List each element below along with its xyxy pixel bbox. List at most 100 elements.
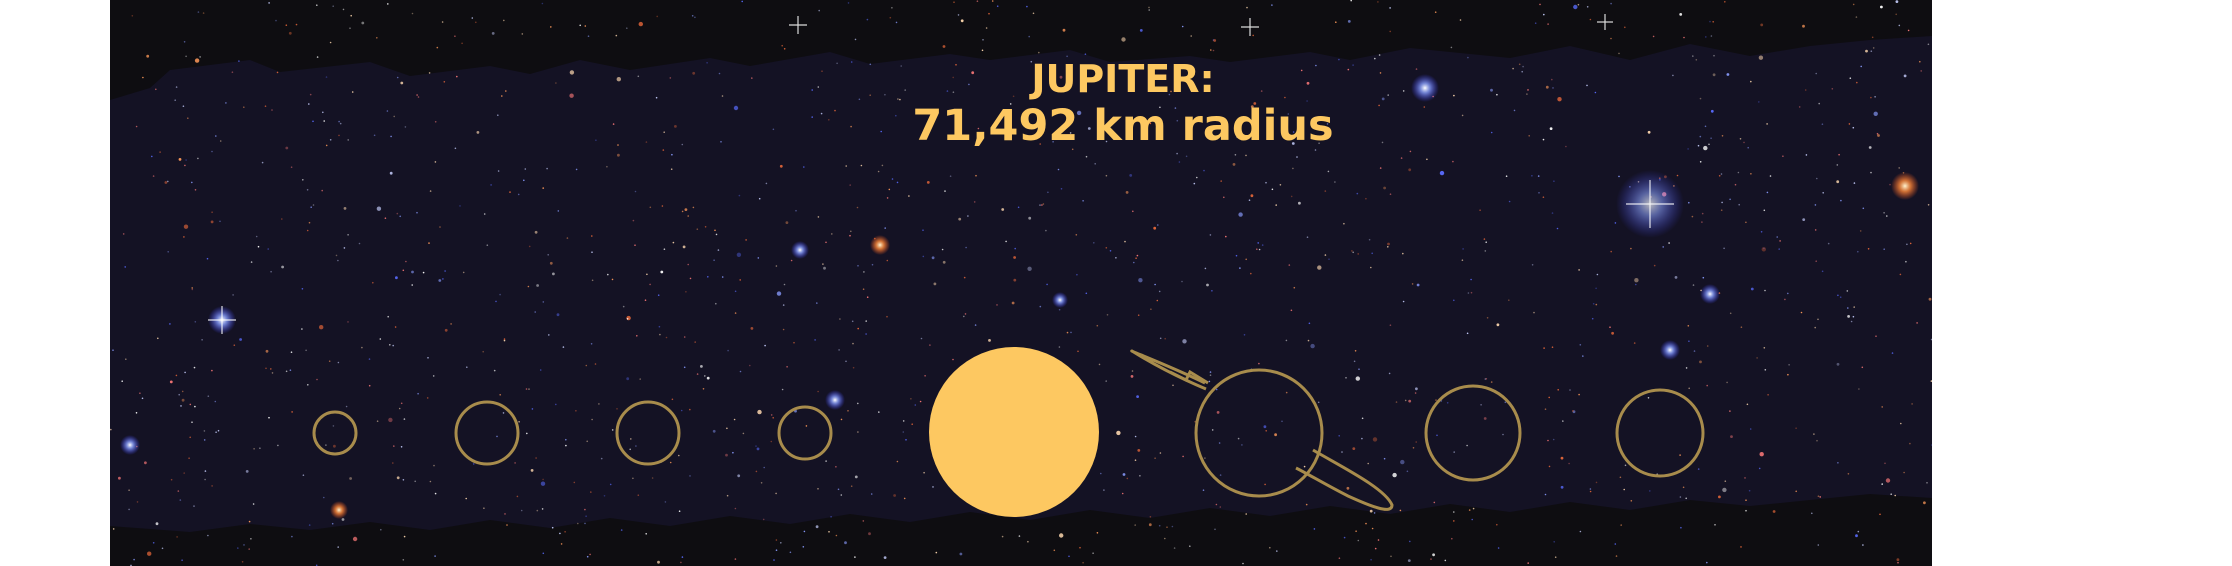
star: [632, 219, 635, 222]
star: [1252, 34, 1254, 37]
star: [1891, 352, 1894, 354]
star: [372, 281, 374, 284]
star: [1467, 292, 1470, 294]
star: [312, 204, 315, 206]
star: [1688, 387, 1690, 390]
star: [1699, 161, 1702, 163]
star: [1551, 78, 1553, 81]
star: [646, 273, 648, 276]
star: [267, 248, 269, 250]
star: [1173, 547, 1176, 549]
star: [1855, 534, 1858, 538]
star: [1544, 408, 1547, 411]
star: [531, 408, 534, 410]
star: [454, 35, 456, 37]
star: [151, 155, 153, 158]
star: [1822, 192, 1824, 194]
star: [270, 368, 272, 370]
star: [1720, 209, 1723, 211]
star: [1687, 148, 1689, 150]
star: [692, 71, 696, 75]
star: [1306, 81, 1310, 85]
star: [877, 170, 880, 173]
space-background: JUPITER: 71,492 km radius: [110, 0, 1932, 566]
star: [634, 190, 637, 193]
star: [665, 336, 668, 339]
star: [1098, 109, 1100, 111]
star: [1885, 478, 1891, 483]
star: [1720, 173, 1723, 175]
star: [1408, 168, 1412, 172]
star: [609, 483, 612, 486]
star: [880, 130, 882, 133]
star: [845, 360, 847, 363]
star: [786, 366, 788, 368]
star: [663, 248, 666, 250]
star: [376, 37, 378, 39]
star: [1743, 141, 1745, 144]
planet-uranus-outline: [1424, 384, 1522, 482]
star: [1800, 311, 1803, 314]
planets: [312, 349, 1705, 511]
star: [1533, 311, 1535, 314]
star: [1136, 395, 1139, 398]
star: [1250, 194, 1254, 198]
star: [1250, 272, 1252, 275]
star: [952, 91, 955, 93]
star: [1087, 127, 1091, 130]
star: [1483, 417, 1487, 420]
star: [1260, 90, 1263, 92]
star: [1141, 134, 1143, 136]
star: [1234, 154, 1237, 156]
star: [830, 516, 832, 518]
star: [1406, 470, 1409, 473]
star: [1288, 264, 1291, 266]
star: [1909, 242, 1912, 245]
star: [725, 453, 728, 457]
star: [1679, 454, 1681, 456]
star: [1710, 109, 1714, 113]
star: [1439, 170, 1445, 176]
star: [958, 217, 962, 221]
star: [1009, 103, 1012, 105]
star: [1124, 240, 1126, 243]
star: [1387, 246, 1389, 248]
star: [400, 81, 404, 85]
star: [1471, 518, 1473, 521]
star: [868, 532, 871, 536]
star: [1265, 430, 1267, 432]
star: [1157, 124, 1160, 128]
star: [1046, 283, 1048, 286]
star: [429, 480, 432, 483]
star: [1361, 437, 1363, 440]
star: [1787, 373, 1789, 376]
star: [591, 279, 594, 282]
star: [696, 373, 699, 375]
star: [1848, 123, 1851, 125]
star: [1486, 317, 1489, 319]
star: [289, 369, 292, 372]
star: [727, 349, 729, 352]
star: [573, 481, 576, 484]
star: [1756, 357, 1758, 359]
star: [1176, 119, 1179, 122]
star: [922, 255, 925, 258]
star: [1860, 65, 1862, 68]
star: [343, 207, 347, 210]
star: [1814, 204, 1817, 206]
star: [944, 190, 946, 192]
star: [1649, 490, 1651, 492]
star: [634, 244, 636, 246]
star: [1352, 251, 1354, 254]
star: [416, 211, 418, 214]
star: [349, 27, 351, 30]
star: [1306, 100, 1308, 102]
star: [600, 457, 603, 460]
star: [1859, 230, 1862, 232]
star: [167, 180, 169, 183]
star: [1356, 192, 1359, 195]
star: [1766, 191, 1769, 194]
star: [433, 464, 435, 467]
star: [1551, 212, 1554, 214]
planet-neptune-outline: [1615, 388, 1705, 478]
